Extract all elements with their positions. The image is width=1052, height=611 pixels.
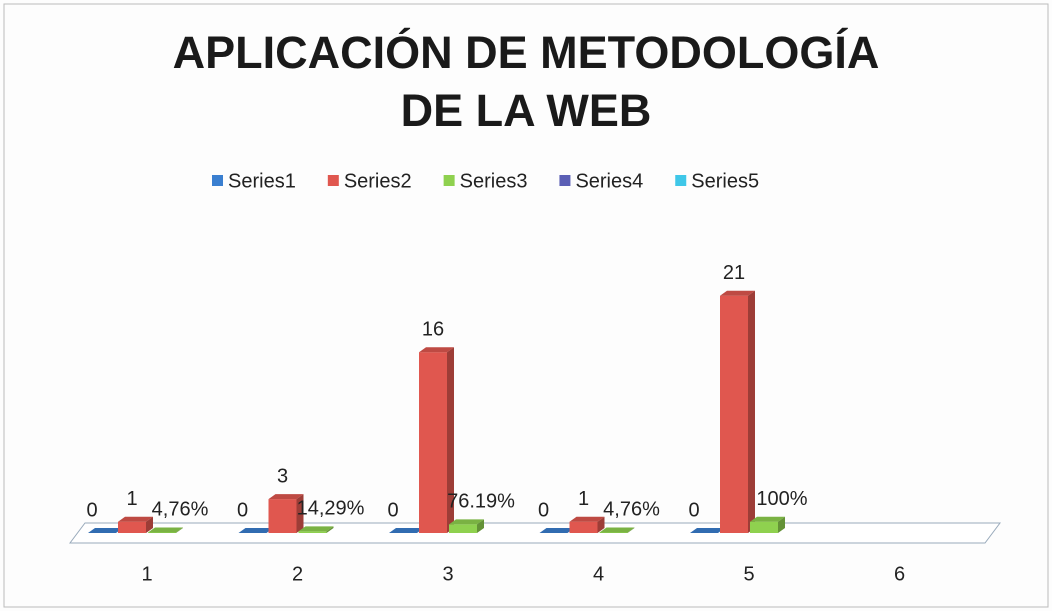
bar: [419, 347, 454, 533]
x-tick-label: 4: [593, 563, 604, 585]
bar-side: [748, 290, 755, 533]
data-label: 16: [422, 318, 444, 340]
legend-swatch: [559, 175, 571, 186]
bar: [569, 516, 605, 533]
data-label: 0: [237, 499, 248, 521]
legend-swatch: [443, 175, 455, 186]
bar: [298, 526, 334, 533]
bar-front: [750, 521, 778, 533]
legend-swatch: [675, 175, 687, 186]
bar: [690, 528, 725, 533]
bar: [238, 528, 274, 533]
data-label: 1: [126, 488, 137, 510]
bar-front: [148, 532, 176, 533]
legend-label: Series2: [344, 170, 412, 192]
chart-title: APLICACIÓN DE METODOLOGÍA DE LA WEB: [172, 27, 880, 136]
bar-side: [627, 527, 635, 533]
floor: [69, 522, 1001, 544]
chart-border: [3, 3, 1049, 608]
bar: [148, 527, 183, 533]
x-tick-label: 3: [442, 563, 453, 585]
data-label: 21: [723, 262, 745, 284]
bar: [750, 516, 785, 533]
bar-top: [118, 516, 153, 522]
legend-label: Series1: [228, 170, 296, 192]
x-tick-label: 1: [141, 563, 152, 585]
data-label: 4,76%: [603, 499, 660, 521]
data-label: 0: [538, 499, 549, 521]
legend-swatch: [212, 175, 223, 186]
bar-side: [176, 527, 183, 533]
bar-front: [118, 521, 146, 533]
bar-front: [569, 521, 598, 533]
data-label: 76.19%: [447, 491, 515, 513]
bar: [449, 519, 484, 533]
bar-front: [449, 524, 477, 533]
x-tick-label: 6: [894, 563, 905, 585]
data-label: 0: [688, 499, 699, 521]
bar: [268, 494, 304, 533]
bar-top: [419, 347, 454, 353]
data-label: 3: [277, 465, 288, 487]
bar-front: [419, 352, 447, 533]
legend-label: Series3: [460, 170, 528, 192]
data-label: 14,29%: [297, 498, 365, 520]
legend-label: Series5: [691, 170, 759, 192]
bar-front: [268, 499, 297, 533]
legend-swatch: [327, 175, 339, 186]
x-tick-label: 5: [743, 563, 754, 585]
bar-side: [146, 516, 153, 533]
bar-top: [750, 516, 785, 522]
data-label: 4,76%: [152, 499, 209, 521]
x-tick-label: 2: [292, 563, 303, 585]
data-label: 1: [578, 488, 589, 510]
bar-side: [296, 494, 304, 533]
bar-top: [238, 528, 274, 533]
data-label: 0: [86, 499, 97, 521]
bar-top: [298, 526, 334, 532]
bar-top: [88, 528, 123, 533]
bar-top: [268, 494, 304, 500]
data-label: 100%: [756, 488, 807, 510]
bar-front: [298, 531, 327, 533]
data-label: 0: [387, 499, 398, 521]
bar-side: [447, 347, 454, 533]
bar-side: [778, 516, 785, 533]
bar-front: [720, 295, 748, 533]
bar: [539, 528, 575, 533]
bar: [118, 516, 153, 533]
bar-top: [539, 528, 575, 533]
bar-top: [148, 527, 183, 533]
bar-top: [569, 516, 605, 522]
bar: [88, 528, 123, 533]
bar: [599, 527, 635, 533]
bar-top: [720, 290, 755, 296]
bar: [720, 290, 755, 533]
bar-top: [690, 528, 725, 533]
bar: [389, 528, 424, 533]
bar-side: [326, 526, 334, 533]
bar-top: [389, 528, 424, 533]
bar-side: [597, 516, 605, 533]
bar-top: [599, 527, 635, 533]
legend-label: Series4: [575, 170, 643, 192]
bar-front: [599, 532, 628, 533]
bar-side: [477, 519, 484, 533]
bar-top: [449, 519, 484, 525]
